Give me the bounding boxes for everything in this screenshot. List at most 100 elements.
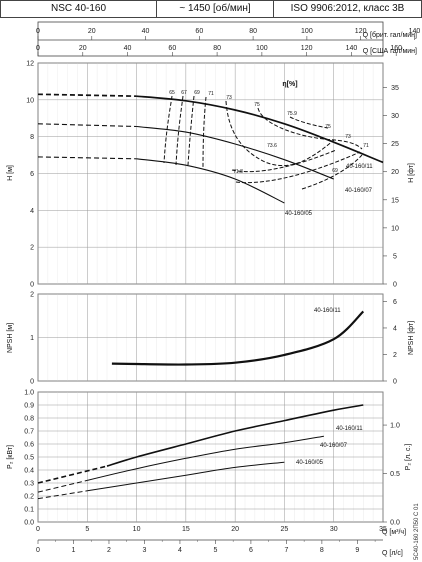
right-tick-label: 5	[393, 253, 397, 260]
left-tick-label: 0.9	[24, 403, 34, 410]
eff-line-736	[231, 149, 337, 173]
left-tick-label: 0.5	[24, 455, 34, 462]
series-line	[136, 158, 285, 204]
left-tick-label: 0.4	[24, 468, 34, 475]
left-tick-label: 4	[30, 208, 34, 215]
left-tick-label: 0.3	[24, 481, 34, 488]
left-tick-label: 0.0	[24, 520, 34, 527]
left-tick-label: 1	[30, 335, 34, 342]
m3h-tick-label: 35	[379, 526, 387, 533]
ls-tick-label: 8	[320, 547, 324, 554]
left-tick-label: 2	[30, 245, 34, 252]
brit-tick-label: 120	[355, 28, 367, 35]
head-panel: 0 2 4 6 8 10 12 0 5 10 15 20 25 30 35 65 67 69 71 73 7…	[7, 61, 415, 289]
curve-label-11: 40-160/11	[346, 164, 373, 170]
eff-line-71	[202, 96, 207, 169]
brit-tick-label: 80	[249, 28, 257, 35]
series-dashed-segment	[37, 479, 88, 493]
left-tick-label: 10	[26, 97, 34, 104]
eff-label: 75	[325, 124, 331, 130]
brit-tick-label: 140	[409, 28, 421, 35]
eff-label: 71	[208, 91, 214, 97]
eff-label: 73	[226, 95, 232, 101]
series-line	[136, 125, 334, 180]
right-tick-label: 15	[391, 197, 399, 204]
eff-line-67	[175, 95, 184, 166]
left-tick-label: 0.2	[24, 494, 34, 501]
npsh-panel: 0 1 2 0 2 4 6 40-160/11 NPSH [м] NPSH [фт]	[7, 292, 415, 386]
us-tick-label: 0	[36, 45, 40, 52]
m3h-tick-label: 15	[182, 526, 190, 533]
m3h-tick-label: 25	[281, 526, 289, 533]
right-tick-label: 0.5	[390, 471, 400, 478]
right-tick-label: 6	[393, 299, 397, 306]
us-tick-label: 100	[256, 45, 268, 52]
ls-tick-label: 6	[249, 547, 253, 554]
eff-label: 71.8	[233, 169, 243, 175]
header-bar: NSC 40-160 ~ 1450 [об/мин] ISO 9906:2012…	[0, 0, 422, 18]
eta-label: η[%]	[282, 81, 297, 88]
left-tick-label: 12	[26, 61, 34, 68]
left-tick-label: 0	[30, 282, 34, 289]
power-curve-label-11: 40-160/11	[336, 426, 363, 432]
npsh-ylabel-left: NPSH [м]	[7, 323, 14, 353]
right-tick-label: 30	[391, 113, 399, 120]
power-curve-label-07: 40-160/07	[320, 443, 348, 449]
power-ylabel-right: P₂ [л. с.]	[405, 444, 412, 471]
eff-line-718	[235, 151, 361, 184]
us-tick-label: 60	[168, 45, 176, 52]
ls-tick-label: 7	[284, 547, 288, 554]
ls-tick-label: 0	[36, 547, 40, 554]
us-tick-label: 120	[301, 45, 313, 52]
left-tick-label: 0.8	[24, 416, 34, 423]
eff-label: 65	[169, 90, 175, 96]
eff-label: 73.6	[267, 143, 277, 149]
right-tick-label: 25	[391, 141, 399, 148]
series-dashed-segment	[37, 490, 88, 500]
eff-label: 75.9	[287, 111, 297, 117]
us-tick-label: 160	[390, 45, 402, 52]
m3h-tick-label: 20	[231, 526, 239, 533]
top-flow-axes: Q [брит. гал/мин] Q [США гал/мин] 0 20 40 6…	[36, 21, 421, 57]
left-tick-label: 8	[30, 134, 34, 141]
brit-tick-label: 0	[36, 28, 40, 35]
ls-tick-label: 2	[107, 547, 111, 554]
right-tick-label: 0	[393, 379, 397, 386]
series-line	[87, 461, 285, 492]
right-tick-label: 4	[393, 325, 397, 332]
m3h-tick-label: 5	[85, 526, 89, 533]
ls-tick-label: 5	[213, 547, 217, 554]
series-line	[106, 404, 364, 467]
head-ylabel-left: H [м]	[7, 165, 14, 181]
left-tick-label: 6	[30, 171, 34, 178]
us-tick-label: 80	[213, 45, 221, 52]
eff-line-73	[225, 100, 335, 166]
brit-tick-label: 100	[301, 28, 313, 35]
left-tick-label: 1.0	[24, 390, 34, 397]
power-ylabel-left: P₂ [кВт]	[7, 445, 14, 469]
right-tick-label: 0.0	[390, 520, 400, 527]
m3h-tick-label: 0	[36, 526, 40, 533]
efficiency-contours	[163, 95, 363, 190]
power-panel: 0.0 0.1 0.2 0.3 0.4 0.5 0.6 0.7 0.8 0.9 1.0 0.0 0.5 1…	[7, 390, 412, 527]
us-gal-label: Q [США гал/мин]	[363, 48, 417, 55]
series-dashed-segment	[37, 93, 137, 98]
power-curve-label-05: 40-160/05	[296, 460, 324, 466]
m3h-tick-label: 30	[330, 526, 338, 533]
right-tick-label: 1.0	[390, 423, 400, 430]
us-tick-label: 20	[79, 45, 87, 52]
eff-label: 69	[332, 168, 338, 174]
eff-label: 69	[194, 90, 200, 96]
head-ylabel-right: H [фт]	[408, 163, 415, 183]
brit-tick-label: 20	[88, 28, 96, 35]
efficiency-labels: 65 67 69 71 73 75 75.9 75 73 71 73.6 71.…	[169, 90, 369, 175]
npsh-ylabel-right: NPSH [фт]	[408, 321, 415, 355]
series-dashed-segment	[37, 156, 137, 160]
m3h-tick-label: 10	[133, 526, 141, 533]
eff-line-69	[187, 95, 195, 166]
us-tick-label: 40	[124, 45, 132, 52]
curve-label-07: 40-160/07	[345, 188, 373, 194]
series-line	[87, 435, 324, 481]
left-tick-label: 0.7	[24, 429, 34, 436]
